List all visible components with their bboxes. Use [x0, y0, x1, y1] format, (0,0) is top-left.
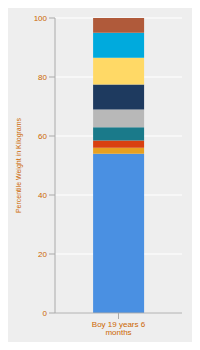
svg-text:0: 0 [43, 309, 48, 318]
svg-text:60: 60 [38, 132, 47, 141]
svg-text:Boy 19 years 6months: Boy 19 years 6months [92, 320, 146, 337]
svg-text:80: 80 [38, 73, 47, 82]
svg-text:100: 100 [34, 14, 48, 23]
svg-text:20: 20 [38, 250, 47, 259]
svg-text:Percentile Weight in Kilograms: Percentile Weight in Kilograms [15, 117, 23, 213]
svg-text:40: 40 [38, 191, 47, 200]
